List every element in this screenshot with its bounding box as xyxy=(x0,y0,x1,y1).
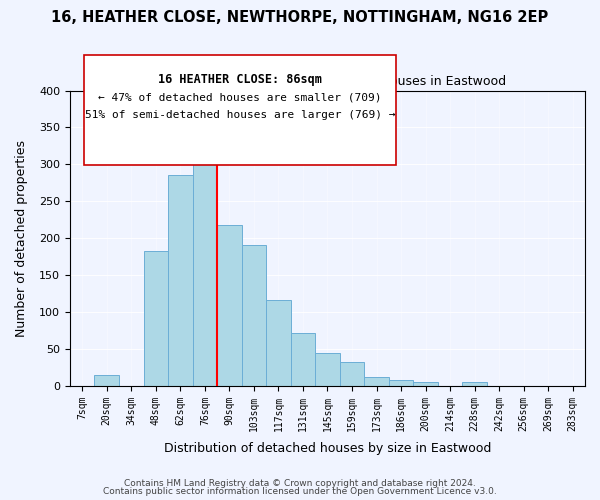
Text: 16, HEATHER CLOSE, NEWTHORPE, NOTTINGHAM, NG16 2EP: 16, HEATHER CLOSE, NEWTHORPE, NOTTINGHAM… xyxy=(52,10,548,25)
Bar xyxy=(193,154,217,386)
Bar xyxy=(94,375,119,386)
Bar xyxy=(463,382,487,386)
Y-axis label: Number of detached properties: Number of detached properties xyxy=(15,140,28,336)
Text: ← 47% of detached houses are smaller (709): ← 47% of detached houses are smaller (70… xyxy=(98,92,382,102)
Bar xyxy=(413,382,438,386)
Bar xyxy=(389,380,413,386)
Text: Contains HM Land Registry data © Crown copyright and database right 2024.: Contains HM Land Registry data © Crown c… xyxy=(124,478,476,488)
Bar xyxy=(168,174,193,386)
Bar xyxy=(340,362,364,386)
Bar xyxy=(290,333,315,386)
Bar xyxy=(217,225,242,386)
X-axis label: Distribution of detached houses by size in Eastwood: Distribution of detached houses by size … xyxy=(164,442,491,455)
Text: Contains public sector information licensed under the Open Government Licence v3: Contains public sector information licen… xyxy=(103,487,497,496)
Bar xyxy=(266,300,290,386)
Bar xyxy=(143,251,168,386)
Title: Size of property relative to detached houses in Eastwood: Size of property relative to detached ho… xyxy=(148,75,506,88)
Bar xyxy=(315,352,340,386)
Bar xyxy=(242,245,266,386)
Bar xyxy=(364,377,389,386)
Text: 16 HEATHER CLOSE: 86sqm: 16 HEATHER CLOSE: 86sqm xyxy=(158,72,322,86)
Text: 51% of semi-detached houses are larger (769) →: 51% of semi-detached houses are larger (… xyxy=(85,110,395,120)
